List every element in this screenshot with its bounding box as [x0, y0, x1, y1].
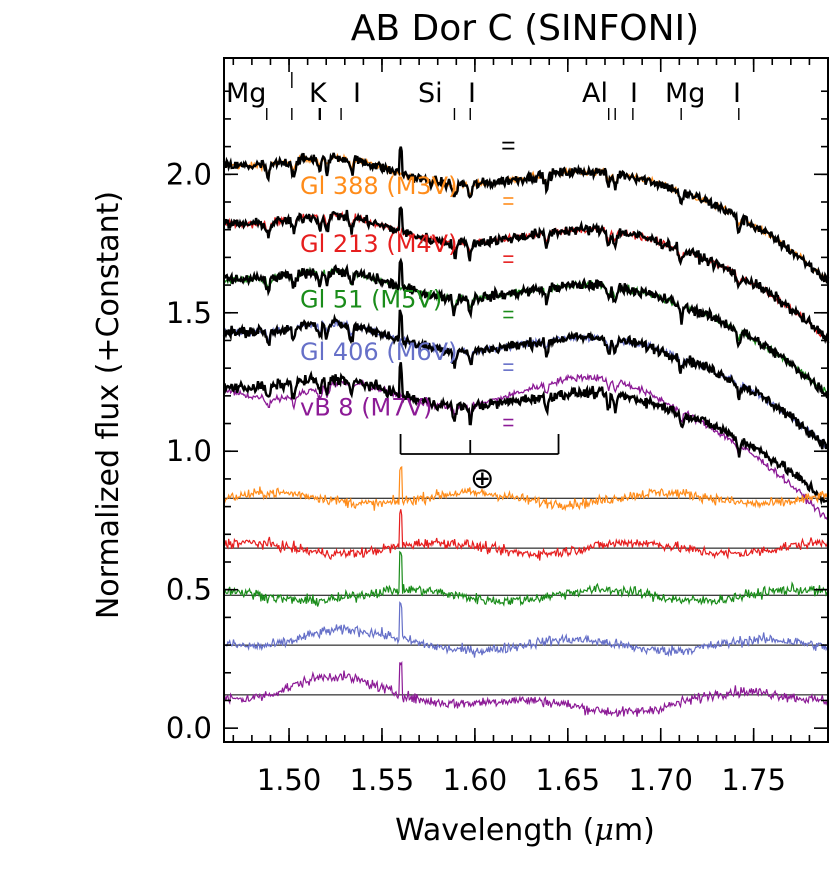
y-tick-label-2: 1.0 — [166, 434, 212, 468]
chart-title: AB Dor C (SINFONI) — [351, 8, 699, 49]
feature-label-5: Al — [582, 78, 608, 109]
feature-label-0: Mg — [226, 78, 266, 109]
residual-gl-51 — [223, 550, 829, 607]
label-gl-406: Gl 406 (M6V) — [300, 338, 457, 366]
y-tick-label-0: 0.0 — [166, 711, 212, 745]
residual-gl-213 — [223, 509, 829, 561]
telluric-symbol: ⊕ — [470, 461, 494, 495]
feature-label-3: Si — [418, 78, 443, 109]
x-tick-label-2: 1.60 — [443, 763, 508, 797]
residuals-group — [223, 465, 829, 718]
label-vb-8: vB 8 (M7V) — [300, 394, 432, 422]
residual-gl-388 — [223, 465, 829, 512]
x-tick-label-0: 1.50 — [257, 763, 322, 797]
target-spectrum-vs-gl-51 — [223, 257, 830, 399]
feature-label-6: I — [630, 78, 638, 109]
x-tick-label-3: 1.65 — [536, 763, 601, 797]
feature-label-8: I — [733, 78, 741, 109]
annotations-group: Gl 388 (M3V) Gl 213 (M4V) Gl 51 (M5V) Gl 40… — [226, 72, 741, 495]
y-tick-label-4: 2.0 — [166, 157, 212, 191]
x-tick-label-1: 1.55 — [350, 763, 415, 797]
y-tick-label-1: 0.5 — [166, 573, 212, 607]
axes-group: 1.50 1.55 1.60 1.65 1.70 1.75 0.0 0.5 1.0 1.5 2.0 — [166, 57, 829, 797]
y-axis-label: Normalized flux (+Constant) — [91, 191, 126, 619]
feature-label-4: I — [468, 78, 476, 109]
feature-label-1: K — [309, 78, 328, 109]
plot-frame — [223, 57, 829, 743]
target-spectrum-vs-gl-213 — [223, 206, 830, 345]
feature-label-7: Mg — [665, 78, 705, 109]
label-gl-388: Gl 388 (M3V) — [300, 172, 457, 200]
x-axis-label: Wavelength (μm) — [395, 813, 655, 848]
x-tick-label-4: 1.70 — [628, 763, 693, 797]
y-tick-label-3: 1.5 — [166, 296, 212, 330]
label-gl-51: Gl 51 (M5V) — [300, 286, 442, 314]
label-gl-213: Gl 213 (M4V) — [300, 230, 457, 258]
x-tick-label-5: 1.75 — [721, 763, 786, 797]
residual-gl-406 — [223, 601, 829, 658]
residual-vb-8 — [223, 660, 829, 718]
feature-label-2: I — [353, 78, 361, 109]
target-spectrum-vs-gl-388 — [222, 146, 830, 284]
target-spectrum-vs-vb-8 — [223, 362, 829, 506]
spectra-group — [222, 146, 830, 521]
target-spectrum-vs-gl-406 — [222, 309, 829, 450]
